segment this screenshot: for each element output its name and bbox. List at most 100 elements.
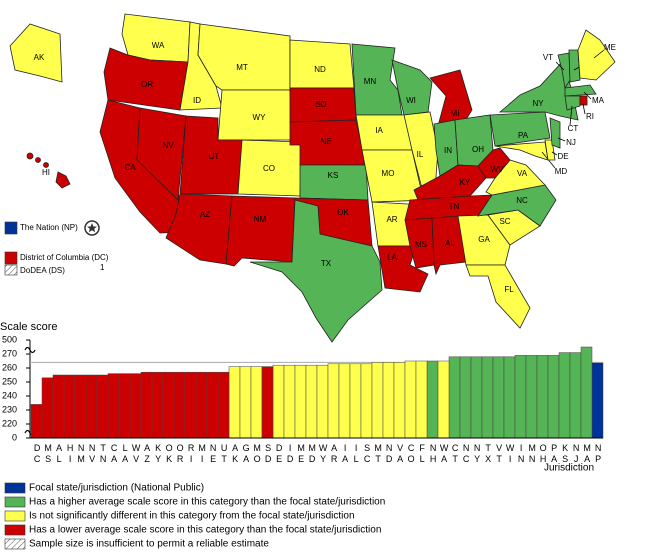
- bar: [107, 373, 120, 439]
- legend-label: Is not significantly different in this c…: [29, 511, 355, 522]
- legend-swatch: [4, 510, 26, 522]
- state-label: SC: [499, 217, 510, 226]
- x-tick-label: MO: [252, 443, 262, 465]
- state-label: CT: [568, 124, 579, 133]
- state-label: NJ: [566, 138, 576, 147]
- bar: [30, 404, 43, 439]
- x-tick-label: PA: [549, 443, 559, 465]
- bar: [217, 371, 230, 439]
- state-label: NM: [254, 215, 267, 224]
- bar: [360, 363, 373, 439]
- state: [489, 111, 551, 147]
- x-axis-title: Jurisdiction: [544, 463, 594, 474]
- x-tick-label: NJ: [571, 443, 581, 465]
- x-tick-label: SD: [263, 443, 273, 465]
- x-tick-label: LA: [120, 443, 130, 465]
- state: [9, 23, 63, 83]
- state: [404, 217, 435, 269]
- state-label: NV: [162, 141, 174, 150]
- bar: [305, 364, 318, 439]
- state: [249, 199, 383, 343]
- y-tick-label: 500: [2, 334, 17, 344]
- x-tick-label: MI: [197, 443, 207, 465]
- x-tick-label: KS: [560, 443, 570, 465]
- leader-line: [557, 137, 566, 142]
- y-tick-label: 270: [2, 348, 17, 358]
- state-label: PA: [518, 131, 529, 140]
- bar: [448, 356, 461, 439]
- x-tick-label: VT: [494, 443, 504, 465]
- bar: [118, 373, 131, 439]
- state-label: FL: [504, 285, 514, 294]
- state: [465, 264, 531, 329]
- bar: [437, 360, 450, 439]
- state-label: SD: [315, 100, 326, 109]
- legend-label: Focal state/jurisdiction (National Publi…: [29, 483, 204, 494]
- bar: [349, 363, 362, 439]
- x-tick-label: CT: [450, 443, 460, 465]
- state: [355, 114, 413, 151]
- bar: [338, 363, 351, 439]
- x-tick-label: WA: [439, 443, 449, 465]
- state-label: KY: [460, 178, 471, 187]
- state-label: CO: [263, 164, 275, 173]
- bar: [283, 364, 296, 439]
- bar: [525, 355, 538, 439]
- x-tick-label: CA: [109, 443, 119, 465]
- state-label: WI: [406, 96, 416, 105]
- x-tick-label: TX: [483, 443, 493, 465]
- x-tick-label: IL: [351, 443, 361, 465]
- x-tick-label: ND: [384, 443, 394, 465]
- map-legend: The Nation (NP) District of Columbia (DC)…: [4, 220, 109, 276]
- x-tick-label: NV: [87, 443, 97, 465]
- bar: [591, 362, 604, 439]
- x-tick-label: TN: [98, 443, 108, 465]
- state-label: WA: [152, 41, 165, 50]
- state: [351, 43, 403, 116]
- bar: [470, 356, 483, 439]
- y-tick-label: 260: [2, 362, 17, 372]
- bar: [536, 355, 549, 439]
- state: [289, 39, 355, 89]
- x-tick-label: DE: [274, 443, 284, 465]
- state-label: MO: [382, 169, 395, 178]
- state-label: ND: [314, 65, 326, 74]
- legend-swatch: [4, 264, 18, 276]
- state-label: OR: [141, 80, 153, 89]
- bar: [52, 374, 65, 439]
- bar: [96, 374, 109, 439]
- state-label: VA: [517, 169, 528, 178]
- bar: [547, 355, 560, 439]
- state-label: IN: [444, 146, 452, 155]
- state-label: TX: [321, 259, 332, 268]
- state-label: IA: [375, 126, 383, 135]
- bar: [239, 366, 252, 439]
- bar: [393, 362, 406, 439]
- state-label: AZ: [200, 210, 210, 219]
- star: [87, 223, 97, 233]
- bar: [74, 374, 87, 439]
- state-label: MD: [555, 167, 568, 176]
- state-label: WY: [253, 113, 267, 122]
- x-tick-label: IN: [516, 443, 526, 465]
- leader-line: [551, 151, 558, 156]
- bar: [569, 352, 582, 439]
- bar: [558, 352, 571, 439]
- x-tick-label: NY: [472, 443, 482, 465]
- x-tick-label: MT: [373, 443, 383, 465]
- state: [136, 107, 187, 201]
- x-tick-label: MS: [43, 443, 53, 465]
- state-label: CA: [124, 163, 136, 172]
- state: [477, 147, 511, 179]
- bar: [173, 371, 186, 439]
- state-label: KS: [328, 171, 339, 180]
- state: [225, 195, 296, 267]
- x-tick-label: MA: [582, 443, 592, 465]
- y-axis-title: Scale score: [0, 321, 57, 333]
- x-tick-label: DC: [32, 443, 42, 465]
- bar: [492, 356, 505, 439]
- bar: [85, 374, 98, 439]
- state: [494, 141, 549, 161]
- state-label: NY: [532, 99, 544, 108]
- bar: [404, 360, 417, 439]
